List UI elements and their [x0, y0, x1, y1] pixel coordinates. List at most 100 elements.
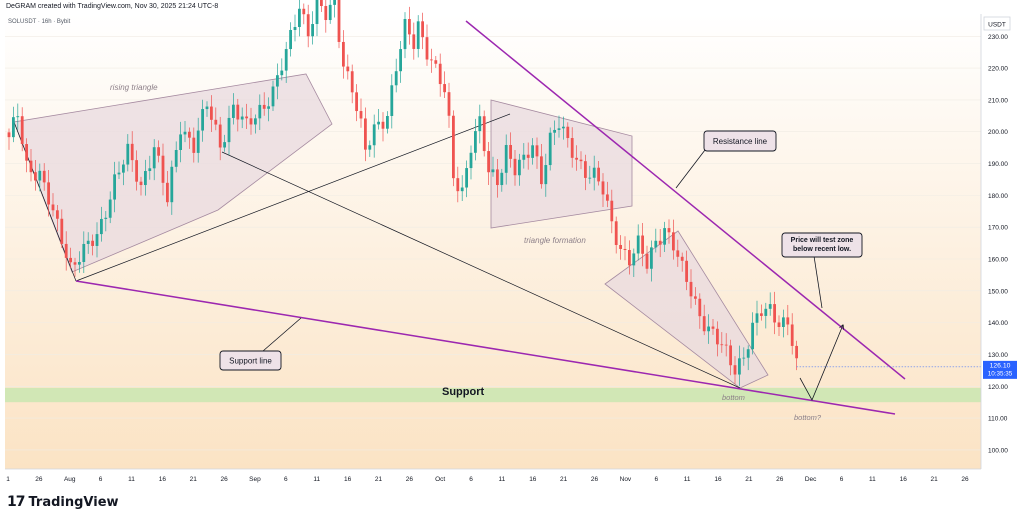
candle	[518, 153, 521, 186]
currency-label: USDT	[988, 22, 1006, 29]
candle	[324, 0, 328, 33]
candle	[245, 103, 248, 129]
candle	[390, 74, 394, 129]
candle	[29, 149, 33, 182]
candle	[38, 163, 42, 192]
candle	[122, 159, 125, 186]
candle	[47, 170, 50, 217]
candle	[509, 132, 512, 168]
candle	[610, 189, 614, 234]
time-tick-label: 21	[375, 476, 383, 483]
candle	[738, 345, 741, 386]
candle	[408, 6, 411, 45]
candle	[716, 321, 719, 357]
candle	[601, 173, 605, 208]
candle	[276, 63, 279, 100]
time-tick-label: 6	[99, 476, 103, 483]
candle	[399, 41, 402, 83]
candle	[496, 159, 499, 198]
candle	[672, 219, 675, 260]
candle	[689, 269, 693, 309]
candle	[157, 140, 160, 163]
time-tick-label: 26	[961, 476, 969, 483]
candle	[447, 82, 451, 128]
candle	[271, 80, 275, 112]
candle	[676, 239, 680, 267]
time-tick-label: Aug	[64, 476, 76, 483]
candle	[298, 0, 301, 37]
triangle-formation-pattern[interactable]	[490, 99, 633, 229]
candle	[306, 4, 310, 48]
currency-badge[interactable]: USDT	[983, 16, 1011, 31]
candle	[522, 143, 526, 169]
candle	[100, 206, 103, 242]
price-tick-label: 170.00	[988, 225, 1008, 232]
candle	[535, 137, 539, 169]
time-tick-label: 21	[931, 476, 939, 483]
candle	[91, 234, 94, 256]
candle	[368, 140, 372, 157]
candle	[482, 110, 486, 157]
callout-pointer-support	[262, 317, 302, 352]
price-tick-label: 100.00	[988, 447, 1008, 454]
candle	[386, 111, 389, 134]
price-tick-label: 110.00	[988, 416, 1008, 423]
candle	[553, 120, 556, 146]
candle	[144, 159, 147, 196]
candle	[113, 161, 116, 213]
label-bottom-question: bottom?	[794, 413, 822, 422]
candle	[359, 98, 363, 128]
time-tick-label: Nov	[620, 476, 632, 483]
callout-support-line[interactable]: Support line	[219, 350, 282, 371]
time-tick-label: 21	[745, 476, 753, 483]
candle	[34, 159, 37, 191]
callout-resistance-line[interactable]: Resistance line	[703, 130, 777, 152]
candle	[108, 191, 112, 224]
candle	[64, 231, 68, 271]
candle	[126, 134, 130, 172]
candle	[557, 115, 561, 138]
resistance-line[interactable]	[465, 20, 906, 380]
price-tick-label: 190.00	[988, 161, 1008, 168]
candle	[430, 48, 433, 73]
time-axis[interactable]: 1 26 Aug 6 11 16 21 26 Sep 6 11 16 21 26 Oct 6 11 16 21 26 N…	[6, 476, 969, 483]
falling-wedge-pattern[interactable]	[604, 230, 769, 389]
price-chart[interactable]: rising triangle triangle formation botto…	[0, 0, 1024, 490]
candle	[663, 221, 666, 252]
time-tick-label: 11	[128, 476, 135, 483]
candle	[42, 163, 46, 191]
candle	[161, 143, 165, 196]
candle	[86, 232, 90, 254]
candle	[311, 11, 314, 45]
price-tick-label: 130.00	[988, 352, 1008, 359]
tradingview-mark-icon: 17	[7, 494, 26, 510]
price-tick-label: 210.00	[988, 97, 1008, 104]
candle	[51, 193, 55, 217]
price-axis[interactable]: 100.00 110.00 120.00 130.00 140.00 150.00 160.…	[988, 34, 1008, 455]
time-tick-label: 26	[406, 476, 414, 483]
candle	[667, 219, 671, 244]
callout-forecast-note[interactable]: Price will test zone below recent low.	[781, 232, 863, 258]
candle	[694, 287, 697, 305]
tradingview-logo[interactable]: 17 TradingView	[7, 494, 119, 510]
label-triangle-formation: triangle formation	[524, 236, 586, 245]
support-line[interactable]	[75, 280, 896, 415]
candle	[566, 122, 570, 148]
candle	[790, 313, 794, 355]
candle	[562, 116, 565, 140]
candle	[254, 114, 257, 134]
candle	[658, 229, 662, 258]
candle	[746, 345, 750, 371]
candle	[227, 105, 231, 155]
callout-resistance-line-text: Resistance line	[713, 137, 768, 146]
time-tick-label: Oct	[435, 476, 445, 483]
candle	[249, 107, 253, 135]
price-tick-label: 150.00	[988, 288, 1008, 295]
candle	[20, 107, 24, 152]
forecast-path[interactable]	[799, 325, 843, 401]
time-tick-label: 16	[529, 476, 537, 483]
candle	[73, 257, 77, 277]
time-tick-label: 1	[6, 476, 10, 483]
trendline-low-to-oct[interactable]	[75, 113, 511, 282]
trendline-aug-to-bottom[interactable]	[221, 151, 741, 389]
